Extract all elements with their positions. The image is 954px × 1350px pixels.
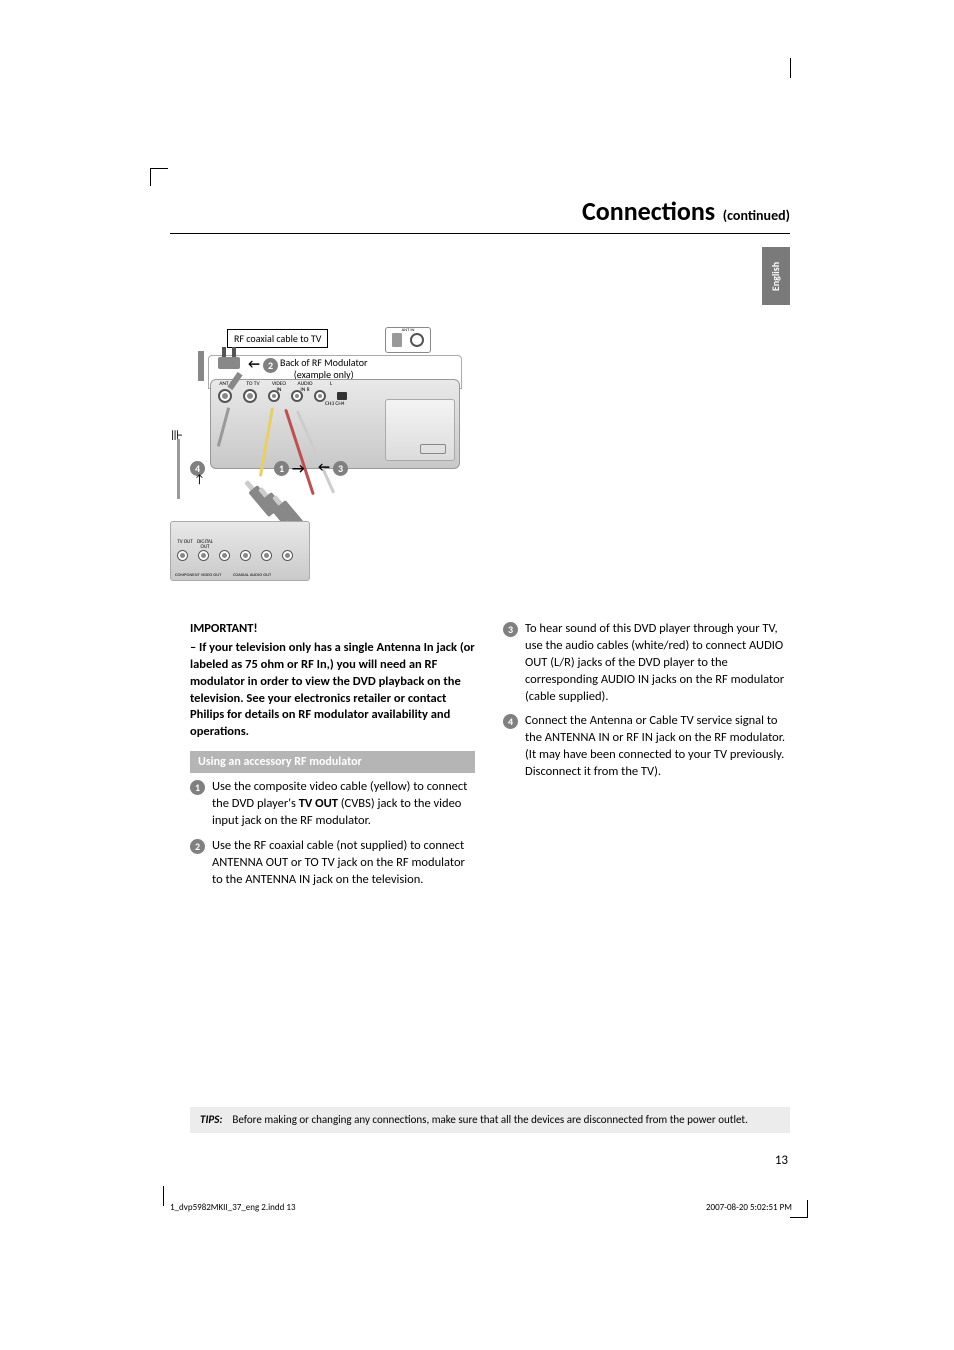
ant-in-top-box: ANT IN (385, 327, 431, 353)
rf-modulator-front (385, 399, 455, 461)
power-plug-icon (218, 347, 240, 373)
step-2: 2 Use the RF coaxial cable (not supplied… (190, 838, 475, 889)
diagram-step-3: 3 (333, 461, 348, 476)
jack-icon (198, 550, 209, 561)
step-number: 3 (503, 622, 518, 637)
jack-icon (261, 550, 272, 561)
important-text: – If your television only has a single A… (190, 640, 475, 741)
dvd-jack-labels: TV OUT DIGITAL OUT (177, 540, 213, 550)
jack-icon (240, 550, 251, 561)
step-number: 4 (503, 714, 518, 729)
step-text: Connect the Antenna or Cable TV service … (525, 713, 785, 779)
dvd-label: DIGITAL OUT (197, 540, 213, 550)
crop-mark (790, 1200, 808, 1218)
dvd-bottom-labels: COMPONENT VIDEO OUT COAXIAL AUDIO OUT (175, 573, 271, 578)
language-tab: English (762, 247, 790, 305)
footer-filename: 1_dvp5982MKII_37_eng 2.indd 13 (170, 1202, 296, 1213)
coax-jack-icon (410, 333, 424, 347)
step-bold: TV OUT (299, 796, 338, 811)
dvd-back-panel: TV OUT DIGITAL OUT COMPONENT VIDEO OUT C… (170, 521, 310, 581)
step-1: 1 Use the composite video cable (yellow)… (190, 779, 475, 830)
connection-diagram: RF coaxial cable to TV ANT IN Back of RF… (190, 329, 465, 604)
page-header: Connections (continued) (170, 195, 790, 234)
step-text: Use the composite video cable (yellow) t… (212, 779, 467, 828)
arrow-icon: → (292, 460, 305, 477)
footer-timestamp: 2007-08-20 5:02:51 PM (706, 1202, 792, 1213)
step-3: 3 To hear sound of this DVD player throu… (503, 621, 788, 705)
step-number: 1 (190, 780, 205, 795)
tips-box: TIPS: Before making or changing any conn… (190, 1107, 790, 1133)
diagram-step-1: 1 (274, 461, 289, 476)
antenna-signal-icon (171, 427, 187, 439)
jack-icon (291, 390, 303, 402)
tips-text: Before making or changing any connection… (232, 1113, 748, 1127)
dvd-jacks (177, 550, 293, 561)
power-cord (198, 351, 204, 381)
jack-icon (282, 550, 293, 561)
jack-icon (243, 389, 257, 403)
page-content: Connections (continued) English RF coaxi… (170, 195, 790, 1195)
step-text: Use the RF coaxial cable (not supplied) … (212, 838, 465, 887)
jack-icon (268, 390, 280, 402)
tips-label: TIPS: (200, 1113, 222, 1127)
crop-mark (790, 58, 791, 78)
ant-in-label: ANT IN (386, 329, 430, 334)
section-heading: Using an accessory RF modulator (190, 751, 475, 773)
arrow-icon: ← (248, 357, 260, 372)
crop-mark (150, 168, 168, 186)
antenna-cable (177, 439, 180, 499)
language-label: English (770, 261, 783, 290)
arrow-icon: ↑ (194, 473, 205, 487)
antenna-icon (392, 333, 402, 347)
dvd-right-label: COAXIAL AUDIO OUT (233, 573, 271, 578)
jack-icon (219, 550, 230, 561)
body-columns: IMPORTANT! – If your television only has… (190, 621, 790, 897)
arrow-icon: ← (318, 460, 330, 475)
rf-back-label: Back of RF Modulator (example only) (280, 357, 367, 381)
switch-icon (337, 392, 347, 400)
jack-icon (177, 550, 188, 561)
step-text: To hear sound of this DVD player through… (525, 621, 784, 704)
step-4: 4 Connect the Antenna or Cable TV servic… (503, 713, 788, 781)
diagram-step-2: 2 (263, 358, 278, 373)
rf-cable-label: RF coaxial cable to TV (227, 329, 328, 348)
page-number: 13 (775, 1153, 788, 1168)
important-heading: IMPORTANT! (190, 621, 475, 638)
header-subtitle: (continued) (723, 207, 790, 224)
dvd-label: TV OUT (177, 540, 193, 550)
crop-mark (163, 1186, 164, 1206)
right-column: 3 To hear sound of this DVD player throu… (503, 621, 788, 897)
dvd-group-label: COMPONENT VIDEO OUT (175, 573, 231, 578)
left-column: IMPORTANT! – If your television only has… (190, 621, 475, 897)
step-number: 2 (190, 839, 205, 854)
channel-label: CH3 CH4 (325, 401, 345, 407)
jack-icon (218, 389, 232, 403)
header-title: Connections (582, 195, 715, 227)
